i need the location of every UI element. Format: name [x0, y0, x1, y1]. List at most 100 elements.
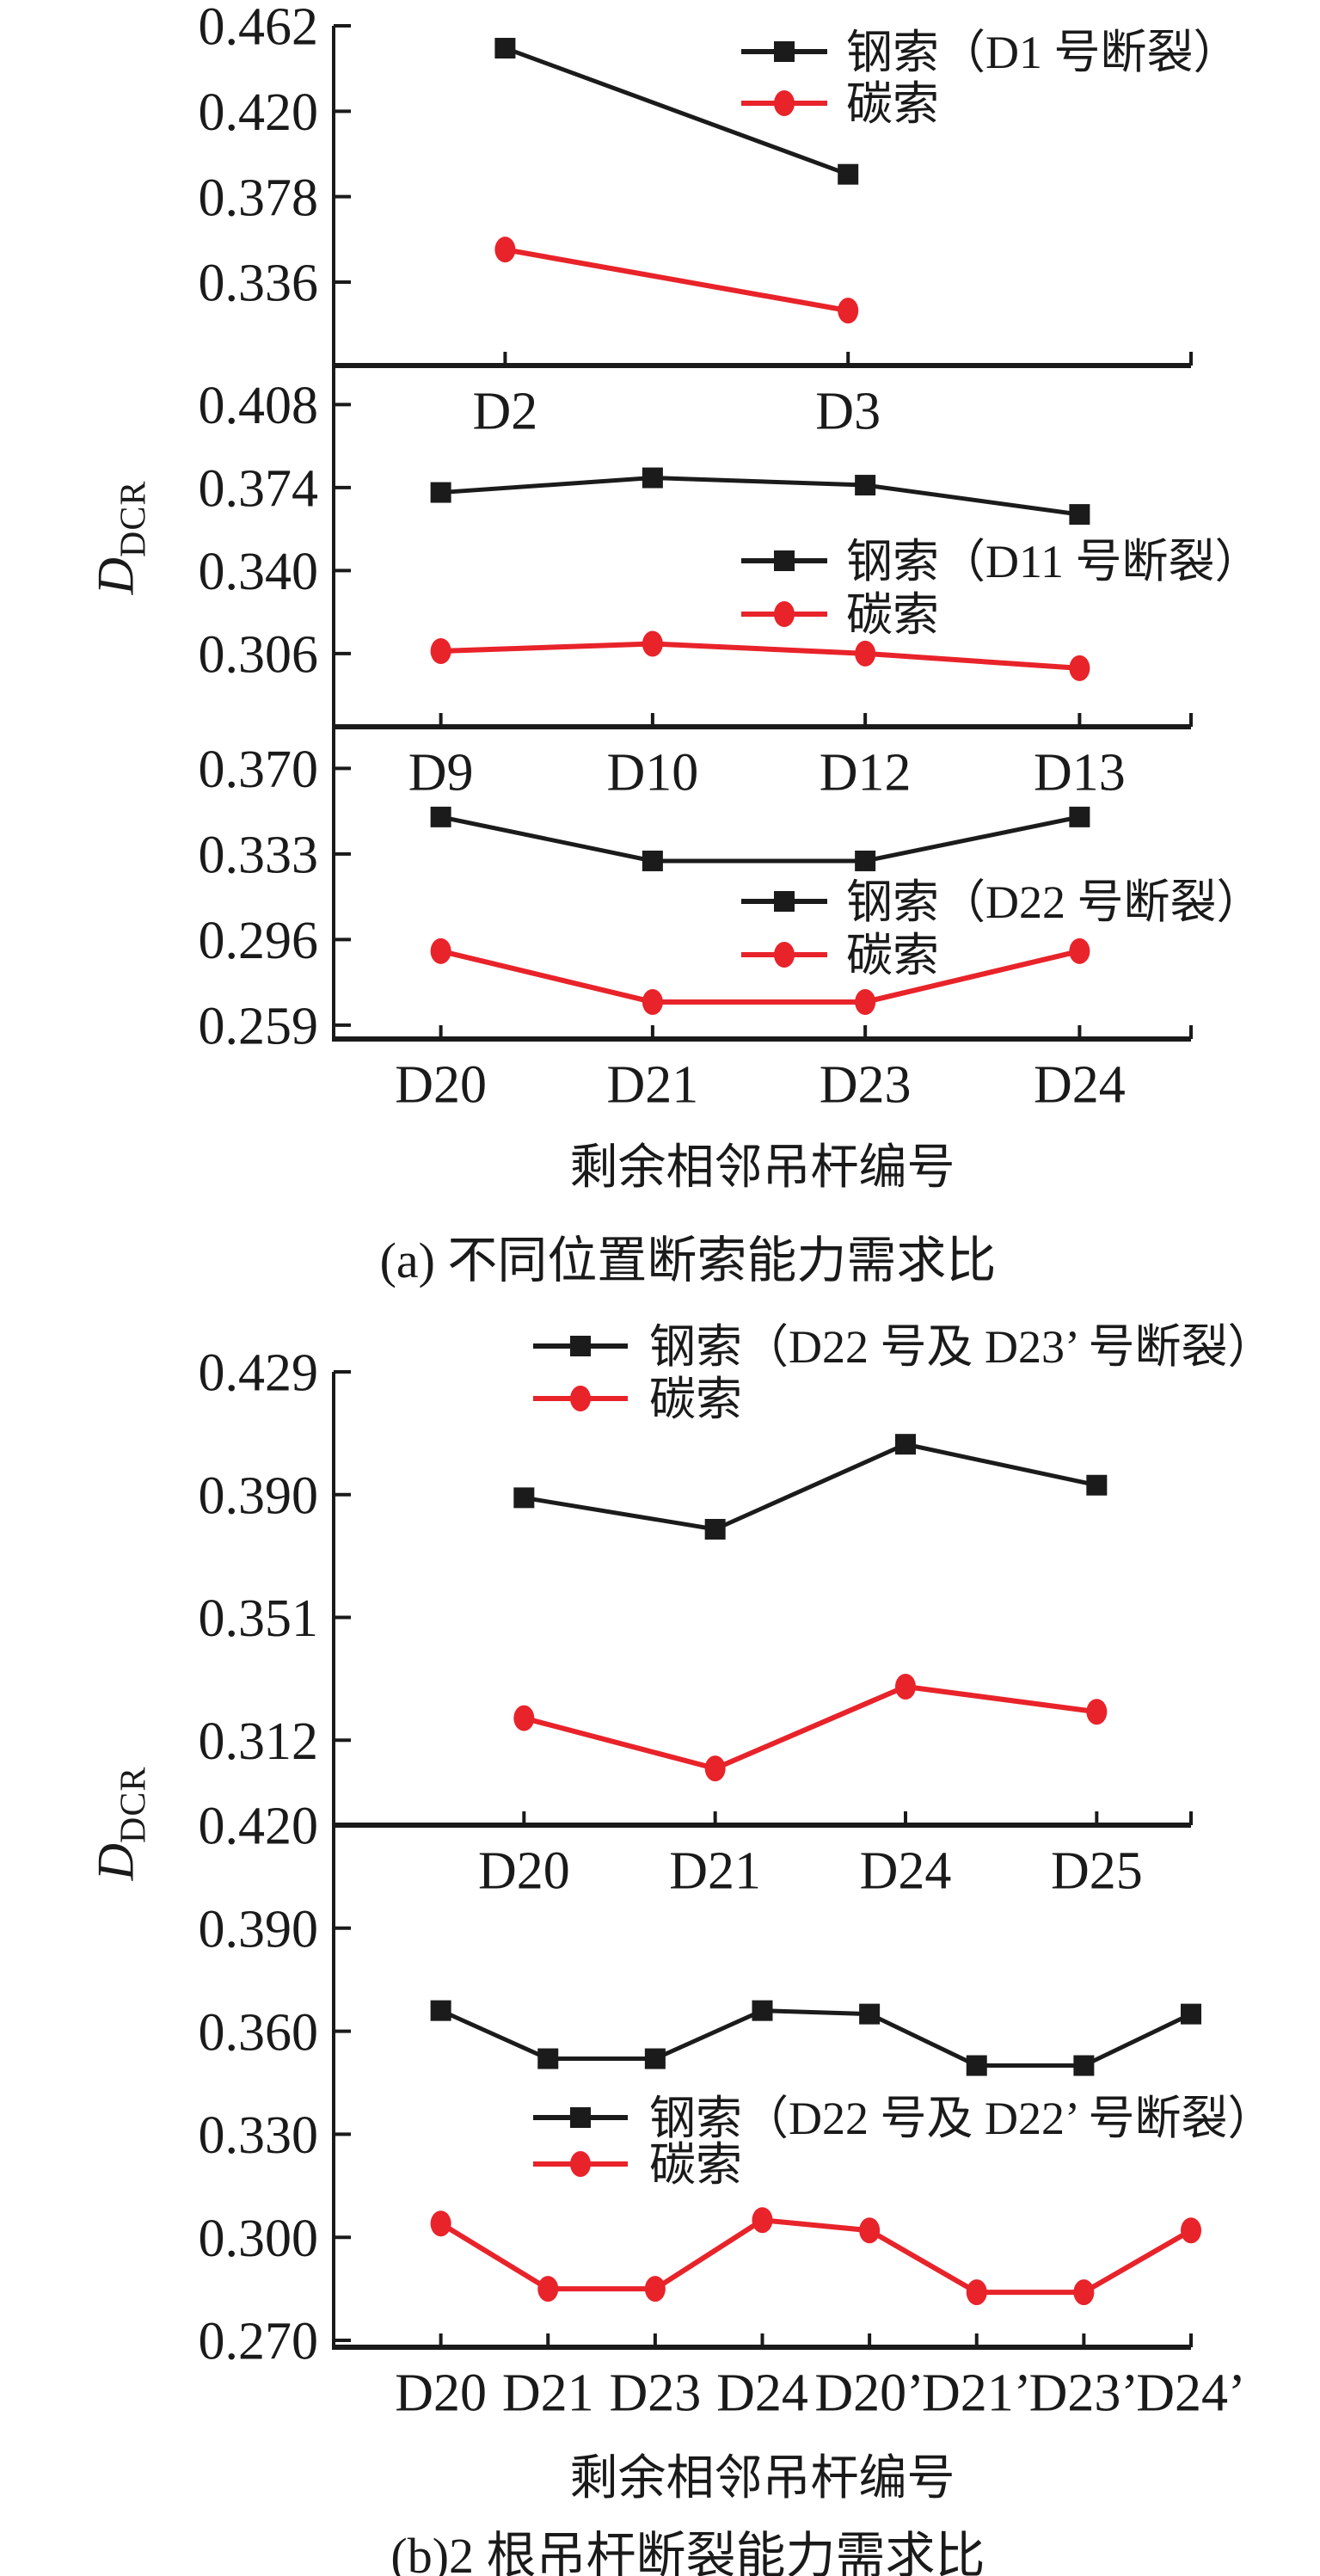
a2-steel-line — [440, 476, 1080, 517]
legend-a1: 钢索（D1 号断裂）碳索 — [741, 27, 1240, 130]
data-point — [966, 2055, 987, 2076]
data-point — [1086, 1699, 1108, 1725]
data-point — [642, 988, 663, 1015]
legend-b1: 钢索（D22 号及 D23’ 号断裂）碳索 — [533, 1321, 1274, 1425]
legend-label: 钢索（D22 号及 D23’ 号断裂） — [649, 1321, 1274, 1373]
data-point — [430, 938, 451, 964]
legend-label: 碳索 — [846, 78, 939, 130]
data-point — [704, 1518, 726, 1540]
y-tick-label: 0.360 — [199, 2003, 319, 2062]
data-point — [1073, 2279, 1095, 2306]
a3-steel-line — [440, 815, 1080, 864]
y-tick-label: 0.462 — [199, 0, 319, 57]
x-category-label: D21 — [502, 2364, 594, 2423]
x-category-label: D24 — [860, 1842, 952, 1901]
data-point — [430, 806, 451, 827]
data-point — [752, 2207, 773, 2234]
x-category-label: D24 — [1034, 1056, 1126, 1115]
x-category-label: D20 — [395, 1056, 487, 1115]
legend-label: 碳索 — [649, 2139, 742, 2191]
legend-marker — [774, 942, 795, 968]
data-point — [1069, 655, 1090, 681]
data-point — [1086, 1474, 1108, 1496]
x-category-label: D12 — [820, 744, 912, 802]
data-point — [855, 640, 876, 667]
data-point — [1073, 2055, 1095, 2076]
legend-label: 碳索 — [846, 930, 939, 981]
legend-b2: 钢索（D22 号及 D22’ 号断裂）碳索 — [533, 2093, 1274, 2191]
data-point — [855, 475, 876, 496]
y-tick-label: 0.300 — [199, 2210, 319, 2268]
legend-label: 钢索（D22 号断裂） — [846, 876, 1263, 928]
x-category-label: D24’ — [1136, 2364, 1245, 2423]
y-axis-title-section-b: DDCR — [87, 1767, 155, 1881]
x-category-label: D9 — [408, 744, 474, 802]
x-axis-title-section-a: 剩余相邻吊杆编号 — [569, 1141, 955, 1195]
x-category-label: D23 — [820, 1056, 912, 1115]
x-category-label: D23 — [609, 2364, 701, 2423]
x-category-label: D21’ — [922, 2364, 1031, 2423]
y-tick-label: 0.259 — [199, 998, 319, 1056]
data-point — [513, 1705, 535, 1731]
a3-carbon-line — [439, 948, 1081, 1005]
data-point — [752, 2000, 773, 2021]
data-point — [855, 988, 876, 1015]
data-point — [494, 237, 516, 263]
data-point — [855, 850, 876, 871]
data-point — [642, 467, 663, 489]
x-category-label: D21 — [606, 1056, 698, 1115]
legend-marker — [570, 1386, 591, 1411]
panel-a2: 0.408 0.374 0.340 0.306 D9 D10 D12 D13 钢索（D11 号断… — [199, 366, 1262, 802]
legend-marker — [570, 1336, 591, 1356]
y-tick-label: 0.420 — [199, 83, 319, 142]
x-category-label: D3 — [815, 383, 881, 441]
panel-a1: 0.462 0.420 0.378 0.336 D2 D3 钢索（D1 号断裂）碳索 — [199, 0, 1240, 441]
x-category-label: D23’ — [1029, 2364, 1139, 2423]
x-category-label: D13 — [1034, 744, 1126, 802]
x-axis-title-section-b: 剩余相邻吊杆编号 — [569, 2452, 955, 2505]
caption-section-a: (a) 不同位置断索能力需求比 — [379, 1233, 997, 1288]
data-point — [642, 630, 663, 657]
b2-steel-line — [439, 2008, 1193, 2069]
legend-label: 钢索（D11 号断裂） — [846, 536, 1262, 587]
y-tick-label: 0.429 — [199, 1344, 319, 1403]
y-axis-title-sub: DCR — [114, 1766, 154, 1844]
x-category-label: D10 — [606, 744, 698, 802]
x-category-label: D20’ — [814, 2364, 924, 2423]
y-tick-label: 0.351 — [199, 1589, 319, 1648]
data-point — [430, 482, 451, 503]
legend-a2: 钢索（D11 号断裂）碳索 — [741, 536, 1262, 641]
a1-carbon-line — [504, 247, 849, 314]
data-point — [966, 2279, 987, 2306]
data-point — [859, 2003, 881, 2025]
b2-carbon-line — [439, 2217, 1193, 2296]
y-tick-label: 0.270 — [199, 2313, 319, 2371]
y-axis-title-section-a: DDCR — [87, 481, 155, 595]
data-point — [859, 2217, 881, 2244]
data-point — [704, 1755, 726, 1782]
y-tick-label: 0.296 — [199, 912, 319, 970]
data-point — [537, 2276, 559, 2302]
y-tick-label: 0.378 — [199, 169, 319, 227]
legend-marker — [774, 550, 795, 571]
x-category-label: D2 — [473, 383, 538, 441]
data-point — [644, 2048, 666, 2069]
a2-carbon-line — [440, 641, 1080, 671]
data-point — [430, 2000, 451, 2021]
legend-marker — [774, 41, 795, 62]
legend-label: 碳索 — [846, 589, 939, 641]
data-point — [642, 850, 663, 871]
data-point — [1181, 2217, 1201, 2244]
y-tick-label: 0.306 — [199, 626, 319, 685]
y-axis-title-main: D — [87, 557, 144, 595]
x-category-label: D24 — [716, 2364, 808, 2423]
data-point — [494, 38, 516, 59]
y-tick-label: 0.374 — [199, 460, 319, 519]
y-tick-label: 0.340 — [199, 543, 319, 601]
y-tick-label: 0.330 — [199, 2106, 319, 2165]
y-tick-label: 0.370 — [199, 741, 319, 799]
panel-b1: 0.429 0.390 0.351 0.312 D20 D21 D24 D25 钢索（D22 号… — [199, 1321, 1274, 1901]
x-category-label: D20 — [478, 1842, 570, 1901]
data-point — [838, 163, 859, 185]
